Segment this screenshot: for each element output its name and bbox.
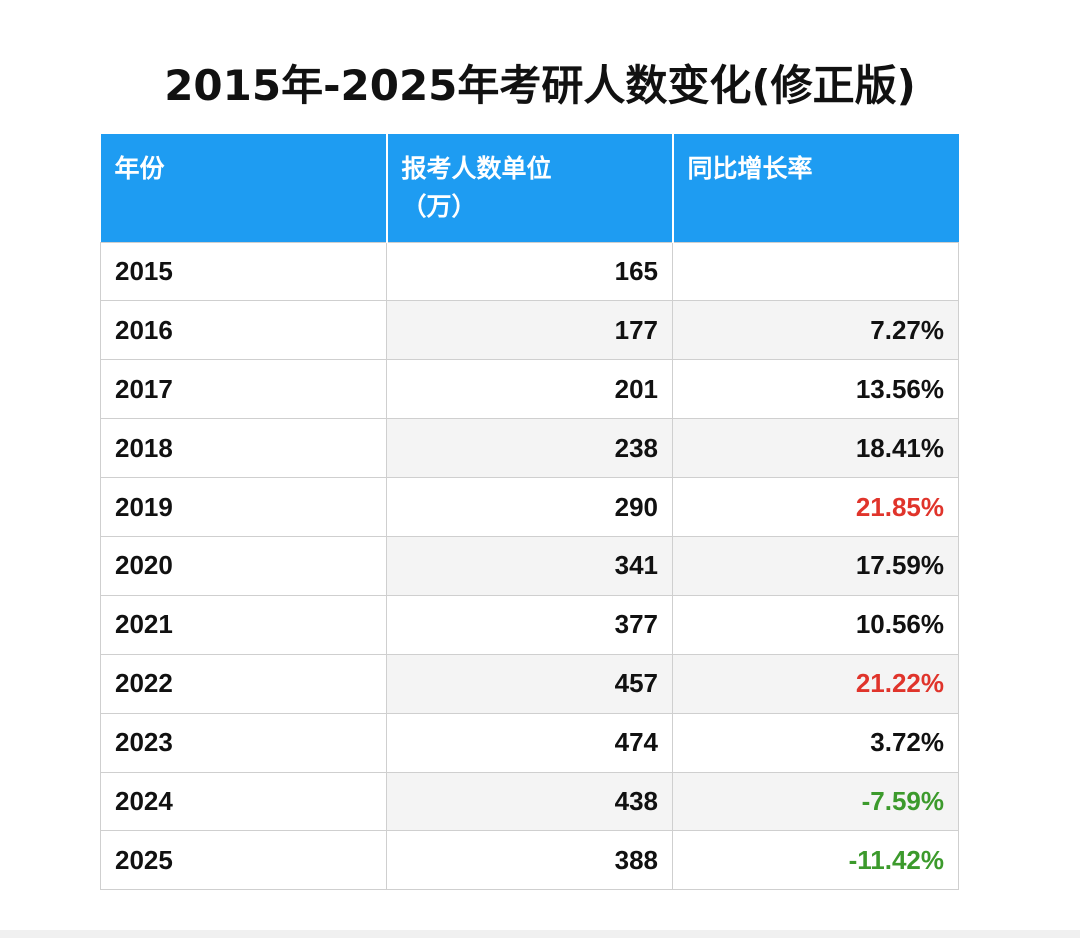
cell-count: 201 [386, 359, 673, 420]
cell-year: 2021 [100, 594, 387, 655]
cell-year: 2015 [100, 241, 387, 302]
cell-count: 177 [386, 300, 673, 361]
table-row: 2022 457 21.22% [100, 653, 959, 714]
table-body: 2015 165 2016 177 7.27% 2017 201 13.56% 2018 238 1… [100, 241, 959, 891]
header-rate: 同比增长率 [671, 134, 959, 242]
cell-count: 377 [386, 594, 673, 655]
cell-count: 290 [386, 477, 673, 537]
table-row: 2018 238 18.41% [100, 418, 959, 479]
header-count: 报考人数单位 （万） [385, 134, 673, 242]
cell-count: 165 [386, 241, 673, 302]
table-row: 2020 341 17.59% [100, 535, 959, 596]
table-row: 2024 438 -7.59% [100, 771, 959, 832]
cell-year: 2024 [100, 771, 387, 832]
cell-growth-rate: 3.72% [672, 712, 959, 773]
cell-growth-rate: 18.41% [672, 418, 959, 479]
cell-count: 388 [386, 830, 673, 891]
table-row: 2021 377 10.56% [100, 594, 959, 655]
cell-year: 2016 [100, 300, 387, 361]
header-year: 年份 [100, 134, 387, 242]
table-header-row: 年份 报考人数单位 （万） 同比增长率 [100, 134, 959, 242]
cell-count: 438 [386, 771, 673, 832]
table-row: 2019 290 21.85% [100, 477, 959, 537]
cell-growth-rate: 21.22% [672, 653, 959, 714]
cell-count: 238 [386, 418, 673, 479]
cell-year: 2017 [100, 359, 387, 420]
cell-year: 2020 [100, 535, 387, 596]
table-row: 2017 201 13.56% [100, 359, 959, 420]
cell-year: 2019 [100, 477, 387, 537]
cell-count: 457 [386, 653, 673, 714]
cell-growth-rate: 7.27% [672, 300, 959, 361]
cell-growth-rate: 13.56% [672, 359, 959, 420]
cell-growth-rate: 17.59% [672, 535, 959, 596]
cell-growth-rate: -7.59% [672, 771, 959, 832]
enrollment-table: 年份 报考人数单位 （万） 同比增长率 2015 165 2016 177 7.27% 20… [100, 134, 959, 891]
cell-year: 2023 [100, 712, 387, 773]
cell-growth-rate [672, 241, 959, 302]
table-row: 2023 474 3.72% [100, 712, 959, 773]
cell-growth-rate: -11.42% [672, 830, 959, 891]
cell-count: 341 [386, 535, 673, 596]
cell-count: 474 [386, 712, 673, 773]
cell-year: 2025 [100, 830, 387, 891]
cell-year: 2018 [100, 418, 387, 479]
table-row: 2015 165 [100, 241, 959, 302]
table-row: 2025 388 -11.42% [100, 830, 959, 891]
bottom-divider [0, 930, 1080, 938]
cell-year: 2022 [100, 653, 387, 714]
page-title: 2015年-2025年考研人数变化(修正版) [164, 61, 916, 110]
cell-growth-rate: 21.85% [672, 477, 959, 537]
table-row: 2016 177 7.27% [100, 300, 959, 361]
cell-growth-rate: 10.56% [672, 594, 959, 655]
